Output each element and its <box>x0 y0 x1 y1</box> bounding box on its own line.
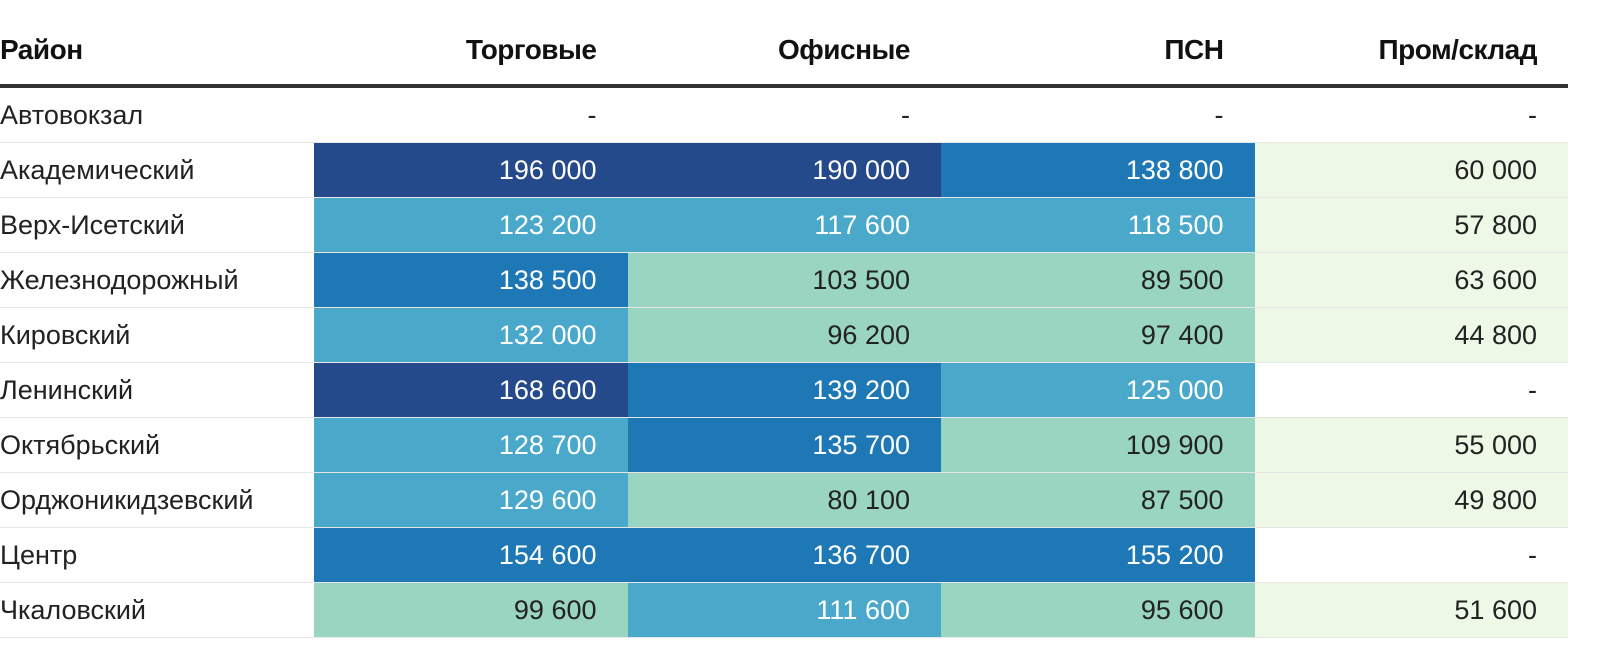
heatmap-cell: 57 800 <box>1254 197 1568 253</box>
heatmap-cell: 89 500 <box>941 252 1255 308</box>
table-body: Автовокзал - - - - Академический 196 000 190 00… <box>0 86 1568 638</box>
heatmap-cell: 97 400 <box>941 307 1255 363</box>
row-label-district: Центр <box>0 527 314 583</box>
heatmap-cell: 136 700 <box>627 527 941 583</box>
heatmap-cell: 190 000 <box>627 142 941 198</box>
heatmap-cell: 95 600 <box>941 582 1255 638</box>
column-header-industrial: Пром/склад <box>1254 16 1568 88</box>
column-header-district: Район <box>0 16 314 88</box>
row-label-district: Железнодорожный <box>0 252 314 308</box>
heatmap-cell: 60 000 <box>1254 142 1568 198</box>
heatmap-cell: 99 600 <box>314 582 628 638</box>
heatmap-cell: 80 100 <box>627 472 941 528</box>
heatmap-cell: 196 000 <box>314 142 628 198</box>
heatmap-cell: 109 900 <box>941 417 1255 473</box>
table-row: Железнодорожный 138 500 103 500 89 500 63 60… <box>0 252 1568 308</box>
row-label-district: Академический <box>0 142 314 198</box>
table-row: Октябрьский 128 700 135 700 109 900 55 000 <box>0 417 1568 473</box>
heatmap-cell: 51 600 <box>1254 582 1568 638</box>
row-label-district: Автовокзал <box>0 86 314 143</box>
heatmap-cell: 154 600 <box>314 527 628 583</box>
table-row: Кировский 132 000 96 200 97 400 44 800 <box>0 307 1568 363</box>
header-row: Район Торговые Офисные ПСН Пром/склад <box>0 16 1568 88</box>
table-row: Орджоникидзевский 129 600 80 100 87 500 49 8… <box>0 472 1568 528</box>
table-row: Автовокзал - - - - <box>0 86 1568 143</box>
heatmap-cell: 128 700 <box>314 417 628 473</box>
table-row: Академический 196 000 190 000 138 800 60 000 <box>0 142 1568 198</box>
heatmap-cell: 125 000 <box>941 362 1255 418</box>
heatmap-cell: 111 600 <box>627 582 941 638</box>
heatmap-cell: 44 800 <box>1254 307 1568 363</box>
row-label-district: Верх-Исетский <box>0 197 314 253</box>
heatmap-cell: - <box>1254 362 1568 418</box>
heatmap-cell: 87 500 <box>941 472 1255 528</box>
heatmap-cell: 55 000 <box>1254 417 1568 473</box>
heatmap-cell: 103 500 <box>627 252 941 308</box>
table-row: Центр 154 600 136 700 155 200- <box>0 527 1568 583</box>
heatmap-cell: - <box>941 86 1255 143</box>
table-row: Чкаловский 99 600 111 600 95 600 51 600 <box>0 582 1568 638</box>
heatmap-cell: 138 800 <box>941 142 1255 198</box>
column-header-psn: ПСН <box>941 16 1255 88</box>
table-row: Верх-Исетский 123 200 117 600 118 500 57 800 <box>0 197 1568 253</box>
heatmap-cell: 135 700 <box>627 417 941 473</box>
heatmap-cell: 168 600 <box>314 362 628 418</box>
heatmap-cell: 155 200 <box>941 527 1255 583</box>
heatmap-cell: 138 500 <box>314 252 628 308</box>
heatmap-cell: - <box>627 86 941 143</box>
column-header-office: Офисные <box>627 16 941 88</box>
column-header-retail: Торговые <box>314 16 628 88</box>
heatmap-cell: 118 500 <box>941 197 1255 253</box>
heatmap-cell: - <box>1254 527 1568 583</box>
row-label-district: Орджоникидзевский <box>0 472 314 528</box>
heatmap-cell: 49 800 <box>1254 472 1568 528</box>
row-label-district: Кировский <box>0 307 314 363</box>
row-label-district: Ленинский <box>0 362 314 418</box>
row-label-district: Октябрьский <box>0 417 314 473</box>
row-label-district: Чкаловский <box>0 582 314 638</box>
heatmap-cell: 96 200 <box>627 307 941 363</box>
table-row: Ленинский 168 600 139 200 125 000- <box>0 362 1568 418</box>
heatmap-cell: 63 600 <box>1254 252 1568 308</box>
heatmap-table: Район Торговые Офисные ПСН Пром/склад Ав… <box>0 16 1568 638</box>
heatmap-cell: - <box>314 86 628 143</box>
heatmap-cell: 123 200 <box>314 197 628 253</box>
heatmap-cell: 139 200 <box>627 362 941 418</box>
heatmap-cell: 132 000 <box>314 307 628 363</box>
heatmap-cell: 117 600 <box>627 197 941 253</box>
heatmap-cell: 129 600 <box>314 472 628 528</box>
heatmap-cell: - <box>1254 86 1568 143</box>
